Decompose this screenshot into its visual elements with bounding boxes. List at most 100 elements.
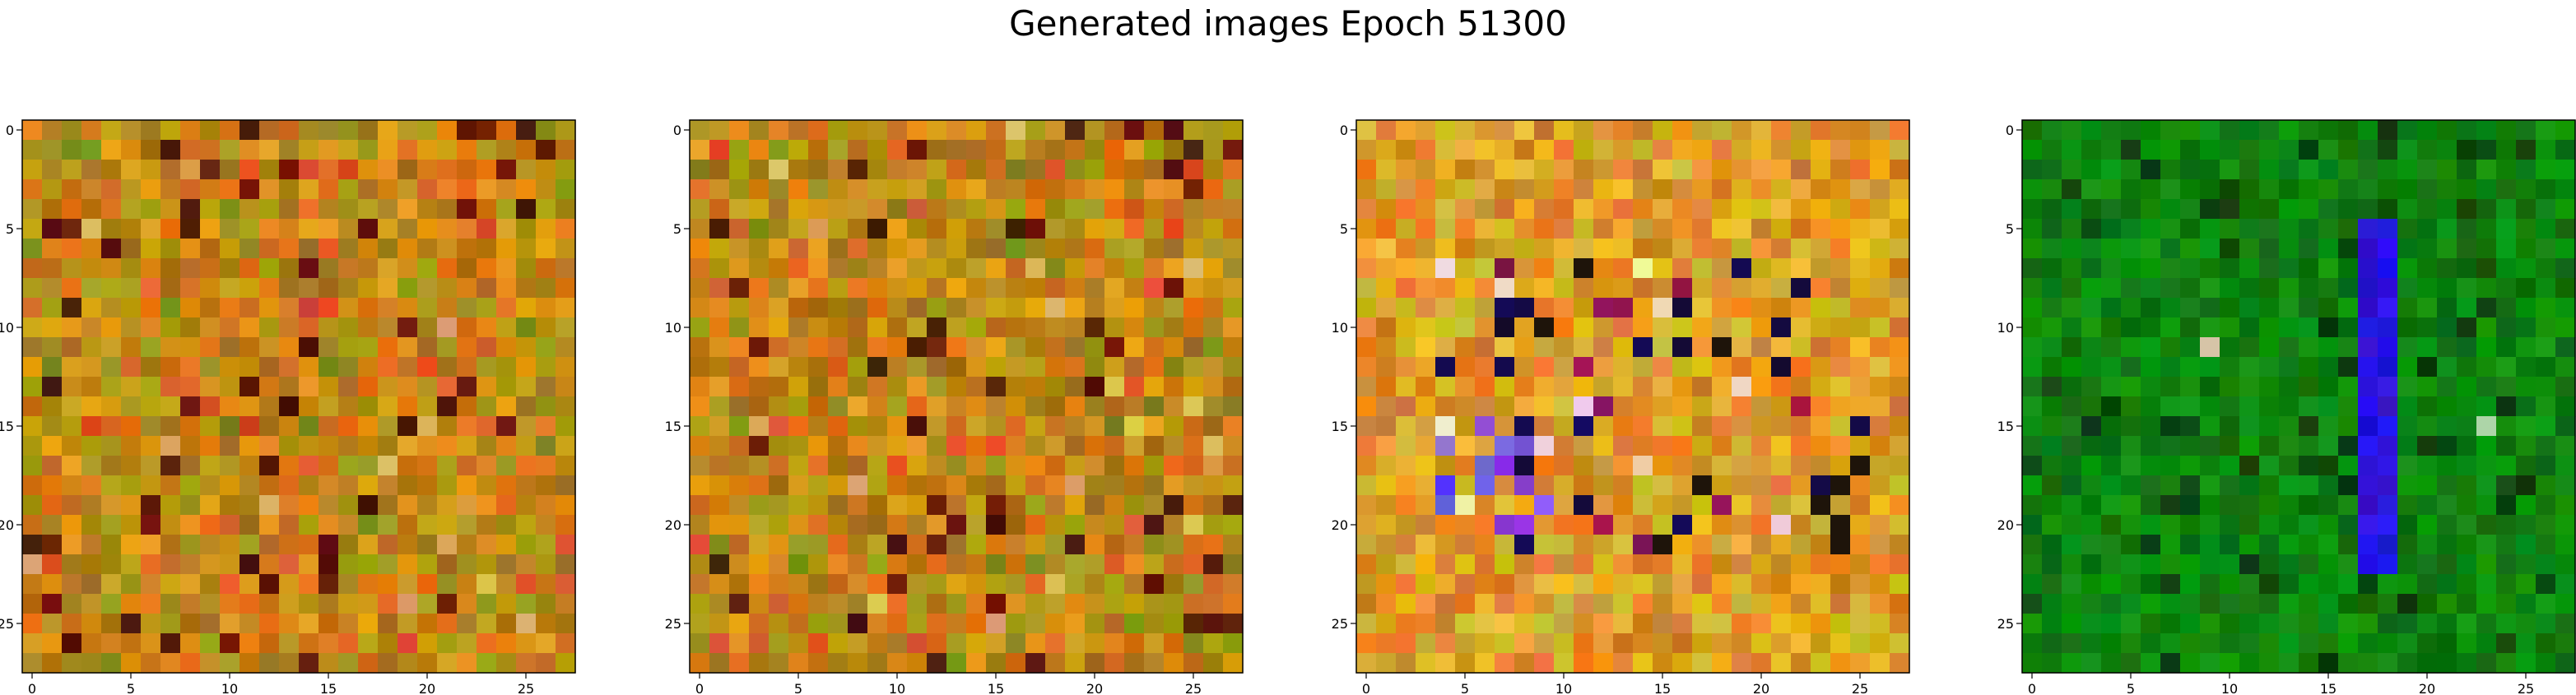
pixel-cell [2121, 515, 2141, 535]
pixel-cell [378, 219, 398, 239]
pixel-cell [2476, 337, 2497, 358]
pixel-cell [358, 495, 379, 516]
pixel-cell [2200, 653, 2220, 674]
pixel-cell [2160, 120, 2181, 141]
pixel-cell [2180, 179, 2201, 200]
pixel-cell [2220, 258, 2240, 279]
pixel-cell [437, 416, 458, 437]
pixel-cell [81, 377, 102, 397]
pixel-cell [319, 594, 339, 614]
pixel-cell [2496, 317, 2517, 338]
pixel-cell [2141, 298, 2161, 318]
pixel-cell [2516, 416, 2536, 437]
pixel-cell [239, 317, 260, 338]
pixel-cell [141, 160, 161, 180]
pixel-cell [2338, 199, 2359, 220]
pixel-cell [2121, 120, 2141, 141]
pixel-cell [2180, 456, 2201, 476]
pixel-cell [358, 377, 379, 397]
pixel-cell [22, 199, 43, 220]
pixel-cell [279, 160, 300, 180]
pixel-cell [279, 614, 300, 634]
pixel-cell [101, 357, 122, 378]
pixel-cell [279, 298, 300, 318]
pixel-cell [141, 456, 161, 476]
pixel-cell [2397, 219, 2418, 239]
pixel-cell [338, 258, 359, 279]
pixel-cell [690, 140, 710, 160]
pixel-cell [417, 179, 438, 200]
pixel-cell [121, 554, 142, 575]
pixel-cell [2318, 653, 2339, 674]
pixel-cell [2476, 475, 2497, 496]
pixel-cell [2457, 160, 2477, 180]
pixel-cell [2239, 219, 2260, 239]
pixel-cell [2536, 199, 2556, 220]
pixel-cell [496, 653, 517, 674]
pixel-cell [2200, 357, 2220, 378]
pixel-cell [378, 140, 398, 160]
pixel-cell [2299, 495, 2319, 516]
pixel-cell [121, 278, 142, 299]
pixel-cell [358, 239, 379, 259]
pixel-cell [200, 574, 221, 595]
pixel-cell [141, 120, 161, 141]
pixel-cell [2081, 495, 2102, 516]
pixel-cell [220, 357, 240, 378]
pixel-cell [2299, 298, 2319, 318]
pixel-cell [2081, 140, 2102, 160]
pixel-cell [2220, 160, 2240, 180]
pixel-cell [2180, 357, 2201, 378]
pixel-cell [2101, 554, 2122, 575]
pixel-cell [2318, 239, 2339, 259]
pixel-cell [2081, 278, 2102, 299]
pixel-cell [358, 179, 379, 200]
pixel-cell [2042, 653, 2062, 674]
pixel-cell [378, 574, 398, 595]
pixel-cell [2160, 633, 2181, 654]
pixel-cell [180, 160, 201, 180]
pixel-cell [42, 495, 63, 516]
pixel-cell [2141, 436, 2161, 456]
pixel-cell [2062, 278, 2082, 299]
pixel-cell [279, 554, 300, 575]
pixel-cell [62, 653, 82, 674]
pixel-cell [220, 574, 240, 595]
image-cells [690, 120, 1244, 674]
pixel-cell [2358, 377, 2378, 397]
pixel-cell [729, 120, 750, 141]
pixel-cell [338, 416, 359, 437]
pixel-cell [2200, 535, 2220, 555]
pixel-cell [417, 298, 438, 318]
pixel-cell [516, 535, 537, 555]
pixel-cell [2437, 239, 2457, 259]
pixel-cell [22, 535, 43, 555]
pixel-cell [2536, 495, 2556, 516]
pixel-cell [516, 633, 537, 654]
y-tick-label: 0 [6, 123, 14, 138]
pixel-cell [239, 140, 260, 160]
pixel-cell [259, 179, 280, 200]
pixel-cell [239, 515, 260, 535]
pixel-cell [101, 120, 122, 141]
pixel-cell [769, 140, 789, 160]
pixel-cell [81, 120, 102, 141]
pixel-cell [378, 633, 398, 654]
pixel-cell [536, 495, 556, 516]
pixel-cell [180, 594, 201, 614]
pixel-cell [496, 140, 517, 160]
pixel-cell [457, 574, 477, 595]
pixel-cell [2496, 416, 2517, 437]
pixel-cell [279, 475, 300, 496]
pixel-cell [299, 317, 319, 338]
pixel-cell [2476, 377, 2497, 397]
pixel-cell [2220, 475, 2240, 496]
pixel-cell [2081, 653, 2102, 674]
pixel-cell [2299, 554, 2319, 575]
pixel-cell [2378, 515, 2398, 535]
pixel-cell [2358, 633, 2378, 654]
pixel-cell [220, 258, 240, 279]
pixel-cell [200, 633, 221, 654]
pixel-cell [2457, 653, 2477, 674]
